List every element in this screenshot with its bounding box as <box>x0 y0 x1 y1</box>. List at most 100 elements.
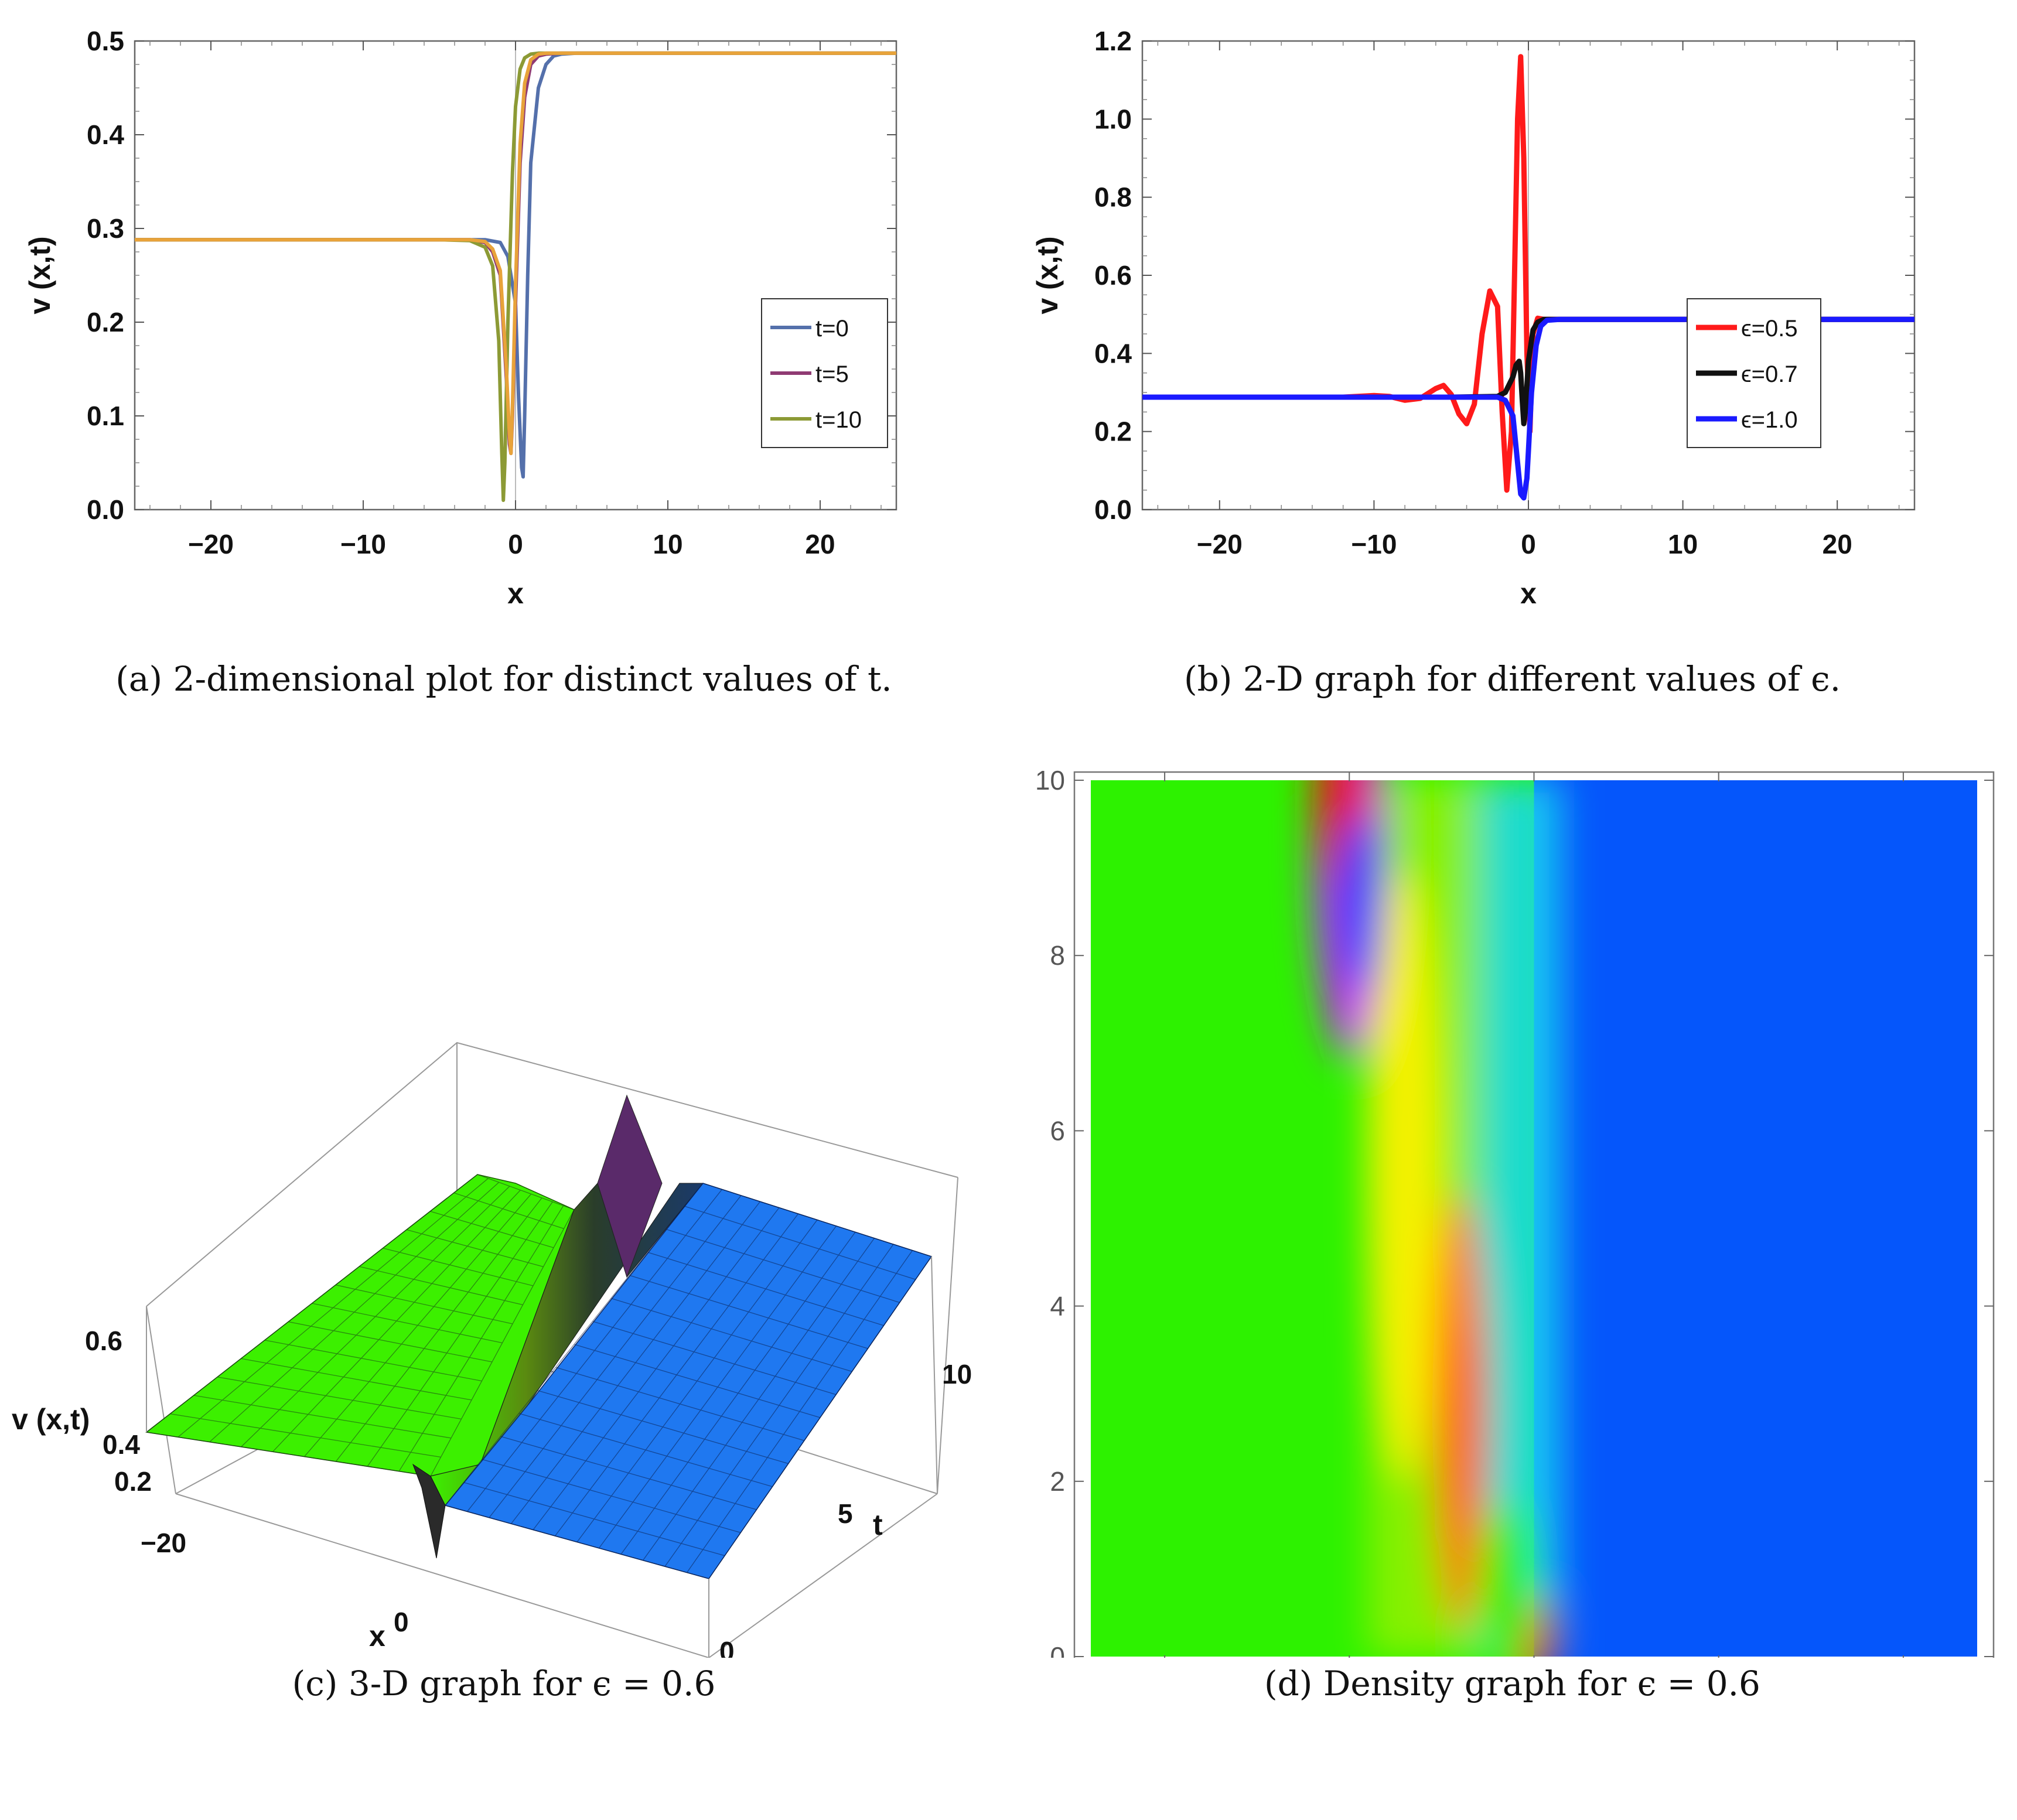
x-tick-label: −20 <box>1197 529 1243 559</box>
chart-a: −20 −10 0 10 20 0.0 0.1 0.2 0.3 0.4 0.5 x v (x,t) t=0… <box>23 26 897 610</box>
y-tick-label: 1.2 <box>1094 26 1132 56</box>
y-tick-label: 0 <box>1050 1641 1065 1658</box>
grid-line <box>537 1389 789 1464</box>
zaxis-label-c: v (x,t) <box>12 1403 90 1436</box>
x-tick-label: 20 <box>805 529 835 559</box>
panel-a: −20 −10 0 10 20 0.0 0.1 0.2 0.3 0.4 0.5 x v (x,t) t=0… <box>0 0 1008 644</box>
panel-c: v (x,t) x t 0.2 0.4 0.6 −20 0 20 0 5 10 <box>0 738 1008 1684</box>
density-field <box>1091 780 1977 1657</box>
ytick-label-c: 10 <box>942 1359 972 1389</box>
xaxis-label-c: x <box>369 1620 385 1652</box>
grid-line <box>288 1321 493 1363</box>
grid-line <box>463 1482 725 1556</box>
grid-line <box>383 1248 534 1286</box>
grid-line <box>170 1413 441 1458</box>
caption-c: (c) 3-D graph for ϵ = 0.6 <box>292 1664 716 1703</box>
y-tick-label: 0.6 <box>1094 260 1132 291</box>
grid-line <box>453 1192 564 1230</box>
x-tick-label: −20 <box>188 529 234 559</box>
grid-line <box>477 1174 575 1210</box>
grid-line <box>359 1266 523 1306</box>
legend-label: t=10 <box>815 407 862 433</box>
panel-d: −20−10010200246810 <box>1008 738 2017 1707</box>
y-tick-label: 0.4 <box>87 119 124 150</box>
series-line <box>135 51 896 479</box>
density-blob-yellow <box>1367 868 1442 1481</box>
grid-line <box>702 1183 932 1257</box>
ztick-label-c: 0.6 <box>85 1326 122 1356</box>
grid-line <box>555 1367 805 1441</box>
ztick-label-c: 0.2 <box>114 1466 152 1497</box>
caption-a: (a) 2-dimensional plot for distinct valu… <box>115 659 892 699</box>
y-tick-label: 0.3 <box>87 213 124 244</box>
series-line <box>1142 316 1914 501</box>
density-blob-orange-core <box>1456 1323 1483 1534</box>
x-tick-label: 10 <box>653 529 682 559</box>
grid-line <box>665 1228 900 1303</box>
grid-line <box>430 1211 554 1248</box>
xtick-label-c: 0 <box>394 1607 409 1637</box>
y-tick-label: 0.2 <box>1094 416 1132 447</box>
density-band-cyan <box>1478 780 1562 1657</box>
y-tick-label: 0.0 <box>87 494 124 525</box>
y-tick-label: 2 <box>1050 1466 1065 1497</box>
bounding-box-front <box>146 1256 938 1658</box>
x-axis-label: x <box>507 577 524 610</box>
yaxis-label-c: t <box>873 1508 883 1541</box>
y-axis-label: v (x,t) <box>23 236 56 314</box>
grid-line <box>684 1206 916 1280</box>
chart-c: v (x,t) x t 0.2 0.4 0.6 −20 0 20 0 5 10 <box>12 1042 972 1684</box>
y-tick-label: 10 <box>1035 765 1065 795</box>
x-tick-label: −10 <box>1351 529 1397 559</box>
grid-line <box>610 1297 852 1372</box>
legend-label: t=5 <box>815 361 849 387</box>
y-tick-label: 0.8 <box>1094 182 1132 213</box>
caption-d: (d) Density graph for ϵ = 0.6 <box>1264 1664 1760 1703</box>
caption-b: (b) 2-D graph for different values of ϵ. <box>1183 659 1841 699</box>
x-tick-label: 20 <box>1823 529 1852 559</box>
grid-line <box>445 1505 709 1579</box>
x-tick-label: −10 <box>340 529 386 559</box>
grid-line <box>500 1436 757 1510</box>
density-bg-right <box>1534 780 1977 1657</box>
y-tick-label: 6 <box>1050 1115 1065 1146</box>
x-axis-label: x <box>1520 577 1537 610</box>
legend-label: ϵ=0.7 <box>1741 361 1798 387</box>
y-tick-label: 0.1 <box>87 401 124 431</box>
grid-line <box>146 1432 431 1477</box>
x-tick-label: 0 <box>1521 529 1536 559</box>
surface-peak <box>597 1094 663 1278</box>
grid-line <box>217 1377 462 1420</box>
grid-line <box>335 1284 513 1324</box>
x-tick-label: 0 <box>508 529 523 559</box>
y-tick-label: 8 <box>1050 940 1065 971</box>
density-blobs <box>1312 780 1562 1657</box>
grid-line <box>264 1340 482 1382</box>
grid-line <box>241 1358 472 1401</box>
series-line <box>1142 316 1914 426</box>
x-tick-label: 10 <box>1668 529 1698 559</box>
density-blob-green-bottom <box>1478 1498 1534 1657</box>
grid-line <box>518 1413 773 1487</box>
grid-line <box>574 1344 821 1418</box>
xtick-label-c: −20 <box>141 1528 186 1558</box>
xtick-label-c: 20 <box>606 1654 636 1658</box>
legend-label: t=0 <box>815 316 849 342</box>
surface-spike <box>412 1463 446 1559</box>
grid-line <box>193 1395 452 1439</box>
grid-line <box>406 1229 544 1268</box>
y-tick-label: 0.2 <box>87 307 124 337</box>
y-tick-label: 0.4 <box>1094 338 1132 368</box>
y-tick-label: 0.0 <box>1094 494 1132 525</box>
grid-line <box>629 1275 868 1349</box>
surface-grid <box>146 1174 932 1579</box>
chart-d: −20−10010200246810 <box>1035 765 1995 1707</box>
y-tick-label: 0.5 <box>87 26 124 56</box>
chart-b: −20 −10 0 10 20 0.0 0.2 0.4 0.6 0.8 1.0 1.2 x v (x,t)… <box>1031 26 1916 610</box>
y-tick-label: 4 <box>1050 1291 1065 1322</box>
ytick-label-c: 5 <box>838 1498 853 1529</box>
density-blob-blue-top <box>1336 815 1381 991</box>
series-line <box>135 51 896 455</box>
y-tick-label: 1.0 <box>1094 104 1132 134</box>
ztick-label-c: 0.4 <box>103 1429 140 1460</box>
